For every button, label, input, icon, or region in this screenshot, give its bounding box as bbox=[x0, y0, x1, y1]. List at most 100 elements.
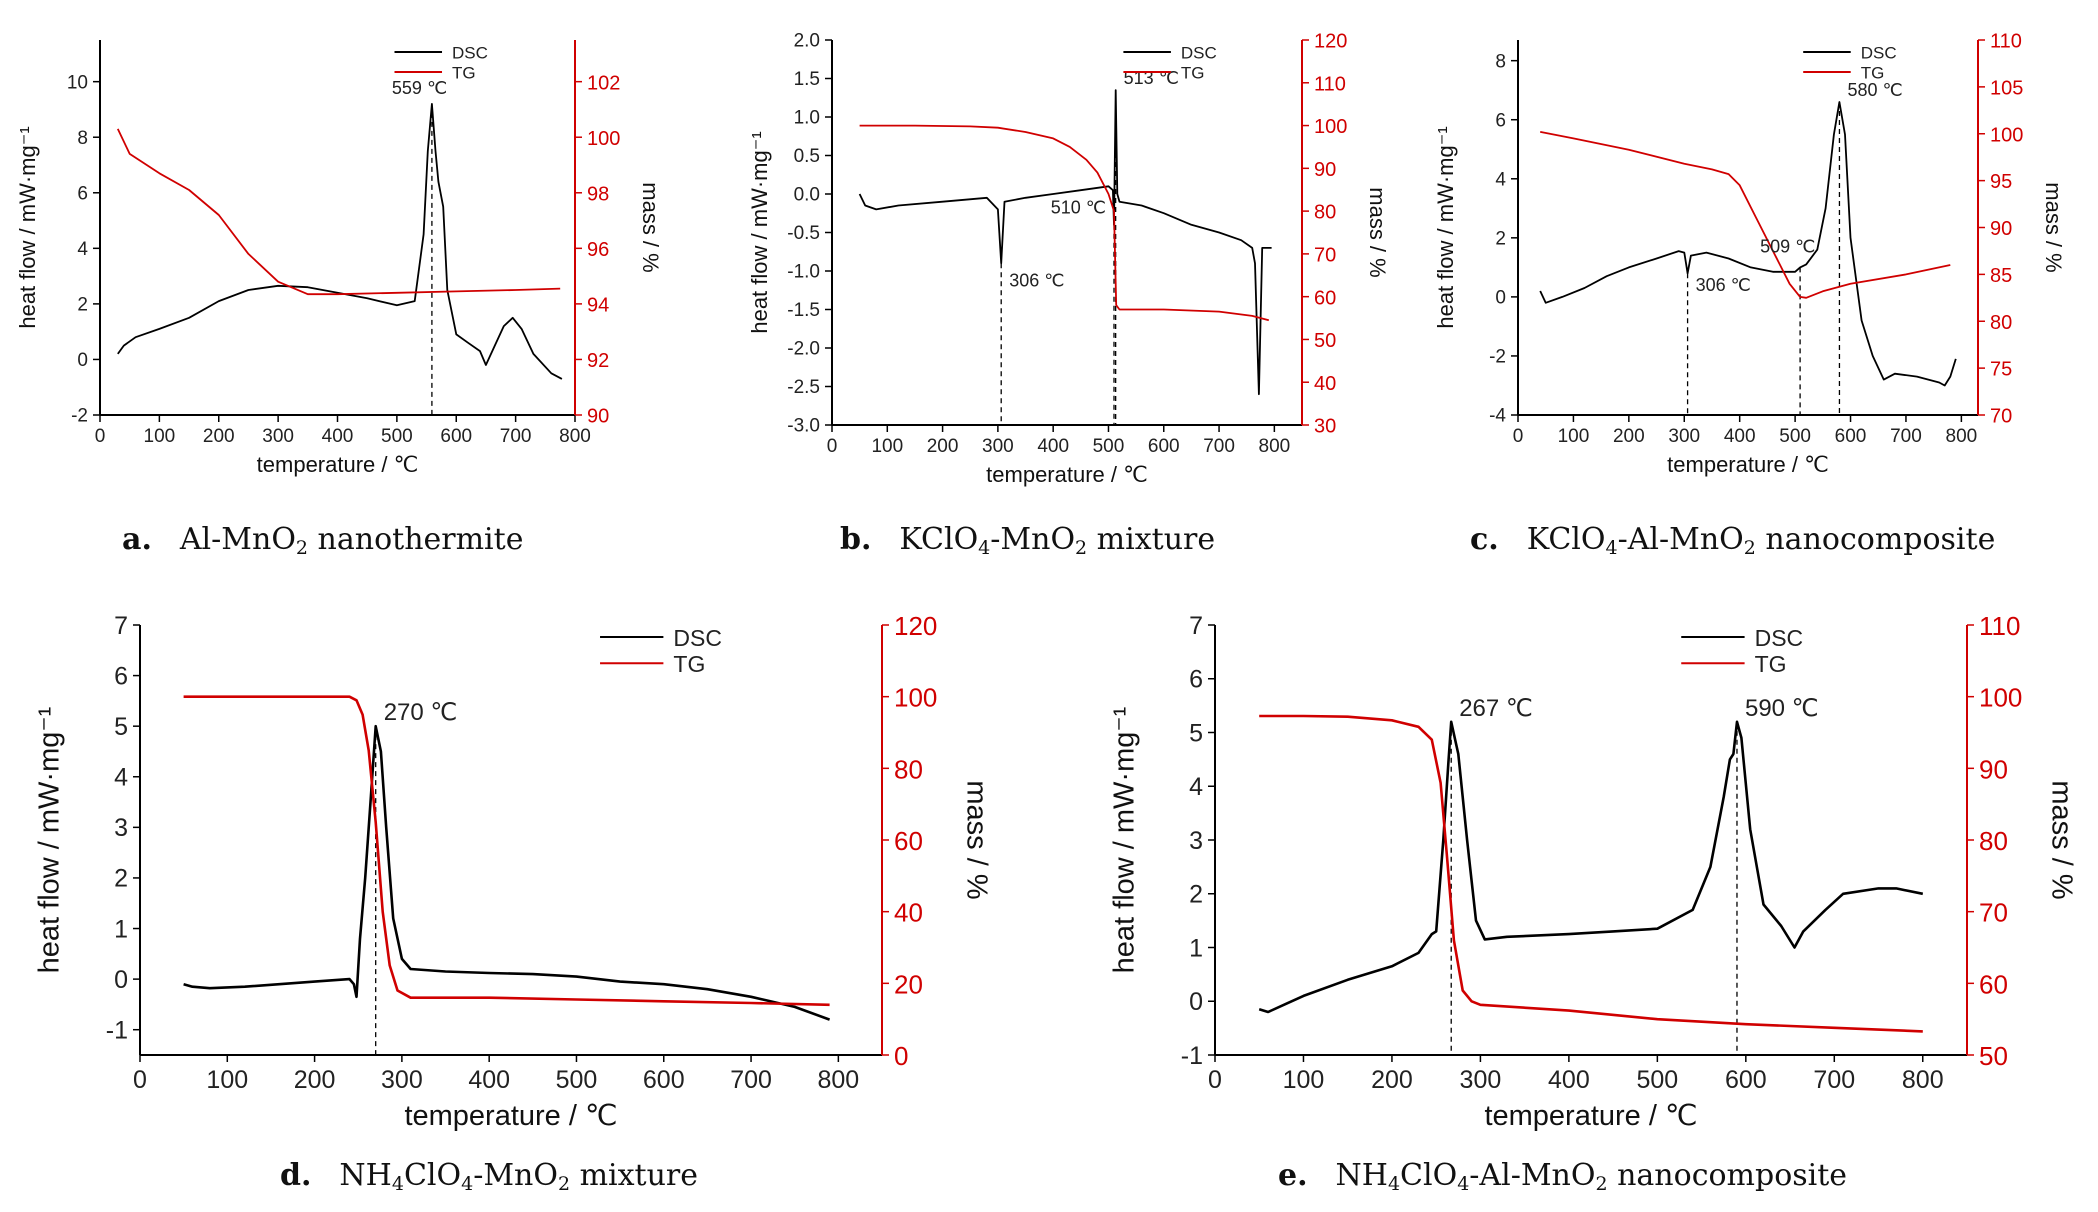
x-tick-label: 700 bbox=[1890, 426, 1922, 447]
y-tick-label: 1.5 bbox=[794, 69, 820, 90]
y2-tick-label: 95 bbox=[1990, 171, 2012, 193]
y2-tick-label: 92 bbox=[587, 350, 609, 372]
x-tick-label: 300 bbox=[262, 426, 294, 447]
caption-label: d. bbox=[280, 1158, 312, 1193]
y2-tick-label: 60 bbox=[1979, 969, 2008, 999]
caption-text: -MnO bbox=[473, 1158, 558, 1193]
y-tick-label: 0 bbox=[1495, 288, 1506, 309]
y2-tick-label: 50 bbox=[1979, 1041, 2008, 1071]
legend-label: DSC bbox=[1861, 44, 1897, 63]
y-tick-label: 6 bbox=[1495, 110, 1506, 131]
y-tick-label: -2.0 bbox=[787, 339, 820, 360]
x-tick-label: 0 bbox=[827, 436, 838, 457]
x-tick-label: 0 bbox=[133, 1066, 147, 1094]
caption-label: a. bbox=[122, 522, 152, 557]
y2-tick-label: 110 bbox=[1979, 611, 2020, 641]
dsc-series-line bbox=[1539, 101, 1957, 387]
legend-label: TG bbox=[1755, 651, 1787, 677]
peak-annotation-label: 590 ℃ bbox=[1745, 695, 1819, 722]
y-axis-label: heat flow / mW·mg⁻¹ bbox=[1433, 126, 1458, 328]
y-axis-label: heat flow / mW·mg⁻¹ bbox=[15, 126, 40, 328]
caption-text: nanothermite bbox=[308, 522, 524, 557]
peak-annotation-label: 513 ℃ bbox=[1124, 68, 1179, 88]
x-tick-label: 100 bbox=[206, 1066, 248, 1094]
x-tick-label: 200 bbox=[1613, 426, 1645, 447]
y-tick-label: 7 bbox=[114, 612, 128, 640]
y2-tick-label: 40 bbox=[894, 898, 923, 928]
tg-series-line bbox=[859, 124, 1270, 322]
x-tick-label: 400 bbox=[468, 1066, 510, 1094]
x-tick-label: 200 bbox=[1371, 1066, 1413, 1094]
y2-tick-label: 102 bbox=[587, 72, 620, 94]
peak-annotation-label: 270 ℃ bbox=[384, 699, 458, 726]
y-tick-label: -2 bbox=[71, 406, 88, 427]
chart-c: 0 100 200 300 400 500 600 700 800 -4 -2 0 2 4 6 8 70 75 80… bbox=[1400, 0, 2069, 493]
y2-tick-label: 70 bbox=[1979, 898, 2008, 928]
plot-group: 0 100 200 300 400 500 600 700 800-10123456702040… bbox=[34, 611, 993, 1132]
x-tick-label: 100 bbox=[1558, 426, 1590, 447]
y2-tick-label: 110 bbox=[1990, 31, 2022, 53]
caption-text: 4 bbox=[461, 1173, 474, 1195]
y-tick-label: -1 bbox=[1181, 1042, 1203, 1070]
y-tick-label: -1.0 bbox=[787, 262, 820, 283]
x-axis-label: temperature / ℃ bbox=[257, 452, 419, 477]
dsc-series-line bbox=[183, 724, 831, 1021]
x-tick-label: 200 bbox=[203, 426, 235, 447]
y2-tick-label: 70 bbox=[1314, 244, 1336, 266]
x-tick-label: 600 bbox=[1725, 1066, 1767, 1094]
y-tick-label: 2 bbox=[114, 865, 128, 893]
legend-label: DSC bbox=[1755, 625, 1804, 651]
x-tick-label: 700 bbox=[1813, 1066, 1855, 1094]
chart-c-svg: 0 100 200 300 400 500 600 700 800 -4 -2 0 2 4 6 8 70 75 80… bbox=[1433, 31, 2066, 477]
y-tick-label: 0.5 bbox=[794, 146, 820, 167]
x-tick-label: 300 bbox=[982, 436, 1014, 457]
peak-annotation-label: 306 ℃ bbox=[1009, 270, 1064, 290]
y-axis-label: heat flow / mW·mg⁻¹ bbox=[747, 131, 772, 333]
x-tick-label: 800 bbox=[1259, 436, 1291, 457]
caption-label: e. bbox=[1278, 1158, 1308, 1193]
x-tick-label: 200 bbox=[927, 436, 959, 457]
x-tick-label: 400 bbox=[322, 426, 354, 447]
legend-label: DSC bbox=[673, 625, 722, 651]
caption-text: 4 bbox=[391, 1173, 404, 1195]
y-axis-label: heat flow / mW·mg⁻¹ bbox=[34, 706, 66, 973]
plot-group: 0 100 200 300 400 500 600 700 800 -2 0 2 4 6 8 10 90 92 94… bbox=[15, 40, 663, 477]
y2-tick-label: 100 bbox=[1990, 124, 2023, 146]
chart-b: 0 100 200 300 400 500 600 700 800 -3.0 -2.5 -2.0 -1.… bbox=[700, 0, 1393, 503]
y2-tick-label: 110 bbox=[1314, 73, 1346, 95]
peak-annotation-label: 509 ℃ bbox=[1760, 237, 1815, 257]
y2-tick-label: 75 bbox=[1990, 359, 2012, 381]
y-tick-label: 4 bbox=[77, 239, 88, 260]
legend-label: TG bbox=[452, 64, 476, 83]
caption-d: d. NH4ClO4-MnO2 mixture bbox=[280, 1158, 698, 1195]
dsc-series-line bbox=[117, 103, 563, 380]
x-tick-label: 700 bbox=[1203, 436, 1235, 457]
y2-tick-label: 120 bbox=[1314, 31, 1347, 53]
dsc-series-line bbox=[1258, 720, 1924, 1014]
legend-label: DSC bbox=[1181, 44, 1217, 63]
y-tick-label: 8 bbox=[77, 128, 88, 149]
y-tick-label: 5 bbox=[1189, 719, 1203, 747]
caption-text: 4 bbox=[1457, 1173, 1470, 1195]
y2-tick-label: 70 bbox=[1990, 406, 2012, 428]
y2-tick-label: 100 bbox=[1314, 116, 1347, 138]
y2-tick-label: 90 bbox=[587, 406, 609, 428]
caption-e: e. NH4ClO4-Al-MnO2 nanocomposite bbox=[1278, 1158, 1847, 1195]
y2-tick-label: 90 bbox=[1979, 754, 2008, 784]
x-tick-label: 300 bbox=[381, 1066, 423, 1094]
y-tick-label: 6 bbox=[114, 662, 128, 690]
caption-text: 2 bbox=[1743, 537, 1756, 559]
caption-text: Al-MnO bbox=[179, 522, 296, 557]
caption-text: NH bbox=[1335, 1158, 1388, 1193]
caption-text: 4 bbox=[1387, 1173, 1401, 1195]
caption-text: -Al-MnO bbox=[1469, 1158, 1596, 1193]
x-tick-label: 100 bbox=[144, 426, 176, 447]
caption-text: -Al-MnO bbox=[1617, 522, 1744, 557]
x-tick-label: 300 bbox=[1460, 1066, 1502, 1094]
y2-tick-label: 80 bbox=[1314, 202, 1336, 224]
caption-text: ClO bbox=[1400, 1158, 1458, 1193]
caption-text: KClO bbox=[899, 522, 979, 557]
legend-label: TG bbox=[1181, 64, 1205, 83]
x-tick-label: 500 bbox=[381, 426, 413, 447]
x-tick-label: 700 bbox=[730, 1066, 772, 1094]
